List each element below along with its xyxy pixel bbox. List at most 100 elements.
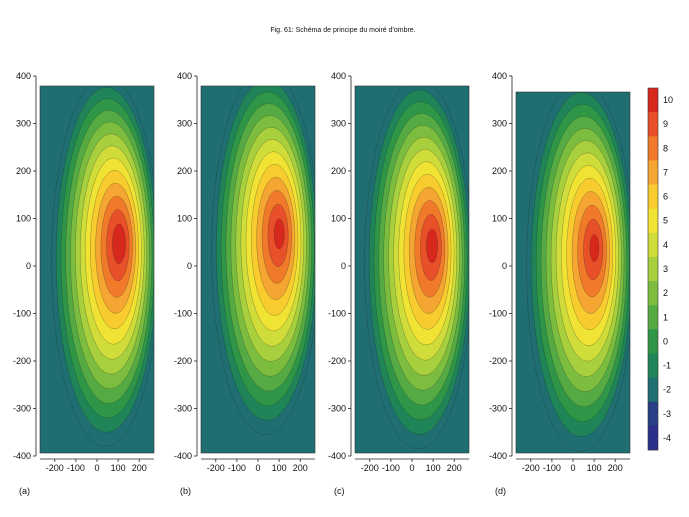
colorbar-tick-label: -1 xyxy=(663,361,671,371)
y-tick-label: -400 xyxy=(328,451,346,461)
colorbar-swatch xyxy=(648,256,658,282)
x-tick-label: -100 xyxy=(228,463,246,473)
colorbar-tick-label: 5 xyxy=(663,216,668,226)
y-tick-label: 300 xyxy=(177,119,192,129)
x-tick-label: -100 xyxy=(382,463,400,473)
y-tick-label: -100 xyxy=(13,309,31,319)
y-tick-label: 100 xyxy=(492,214,507,224)
colorbar-swatch xyxy=(648,281,658,306)
contour-level-10 xyxy=(112,223,126,264)
y-tick-label: 100 xyxy=(16,214,31,224)
x-tick-label: 100 xyxy=(272,463,287,473)
y-tick-label: -300 xyxy=(13,404,31,414)
colorbar-tick-label: -3 xyxy=(663,409,671,419)
colorbar-tick-label: 9 xyxy=(663,119,668,129)
x-tick-label: 100 xyxy=(111,463,126,473)
x-tick-label: 0 xyxy=(94,463,99,473)
colorbar-swatch xyxy=(648,377,658,403)
y-tick-label: -200 xyxy=(328,356,346,366)
y-tick-label: 0 xyxy=(502,261,507,271)
colorbar-tick-label: -2 xyxy=(663,385,671,395)
y-tick-label: -100 xyxy=(489,309,507,319)
x-tick-label: -100 xyxy=(67,463,85,473)
x-tick-label: 200 xyxy=(293,463,308,473)
colorbar-swatch xyxy=(648,136,658,161)
colorbar-frame xyxy=(647,87,659,451)
x-tick-label: 0 xyxy=(255,463,260,473)
colorbar-swatch xyxy=(648,305,658,330)
y-tick-label: -300 xyxy=(489,404,507,414)
y-tick-label: -100 xyxy=(328,309,346,319)
y-tick-label: -200 xyxy=(174,356,192,366)
colorbar-swatch xyxy=(648,329,658,354)
y-tick-label: 400 xyxy=(492,71,507,81)
colorbar-swatch xyxy=(648,232,658,258)
y-tick-label: -300 xyxy=(174,404,192,414)
panel-label: (a) xyxy=(19,486,30,496)
x-tick-label: -200 xyxy=(207,463,225,473)
colorbar-tick-label: 3 xyxy=(663,264,668,274)
x-tick-label: 0 xyxy=(570,463,575,473)
y-tick-label: -300 xyxy=(328,404,346,414)
colorbar-swatch xyxy=(648,353,658,378)
y-tick-label: 100 xyxy=(331,214,346,224)
y-tick-label: 100 xyxy=(177,214,192,224)
contour-level-10 xyxy=(426,228,438,264)
colorbar-tick-label: 8 xyxy=(663,143,668,153)
y-tick-label: 400 xyxy=(331,71,346,81)
colorbar-tick-label: -4 xyxy=(663,433,671,443)
colorbar-swatch xyxy=(648,425,658,451)
y-tick-label: 200 xyxy=(177,166,192,176)
y-tick-label: 400 xyxy=(16,71,31,81)
x-tick-label: 0 xyxy=(409,463,414,473)
panel-label: (c) xyxy=(334,486,345,496)
y-tick-label: 0 xyxy=(187,261,192,271)
x-tick-label: 200 xyxy=(447,463,462,473)
colorbar-swatch xyxy=(648,401,658,427)
colorbar-tick-label: 10 xyxy=(663,95,673,105)
x-tick-label: 100 xyxy=(426,463,441,473)
contour-level-10 xyxy=(273,218,285,250)
colorbar-tick-label: 2 xyxy=(663,288,668,298)
contour-level-10 xyxy=(589,234,600,262)
figure-caption: Fig. 61: Schéma de principe du moiré d'o… xyxy=(270,27,415,34)
colorbar-tick-label: 4 xyxy=(663,240,668,250)
y-tick-label: 0 xyxy=(341,261,346,271)
x-tick-label: -200 xyxy=(361,463,379,473)
y-tick-label: -400 xyxy=(489,451,507,461)
y-tick-label: -200 xyxy=(489,356,507,366)
colorbar-swatch xyxy=(648,160,658,185)
y-tick-label: 200 xyxy=(16,166,31,176)
y-tick-label: -100 xyxy=(174,309,192,319)
x-tick-label: 100 xyxy=(587,463,602,473)
colorbar-tick-label: 7 xyxy=(663,167,668,177)
y-tick-label: 0 xyxy=(26,261,31,271)
y-tick-label: -200 xyxy=(13,356,31,366)
colorbar-tick-label: 1 xyxy=(663,312,668,322)
y-tick-label: 200 xyxy=(492,166,507,176)
x-tick-label: -200 xyxy=(522,463,540,473)
colorbar-tick-label: 0 xyxy=(663,336,668,346)
colorbar-swatch xyxy=(648,184,658,209)
x-tick-label: 200 xyxy=(132,463,147,473)
x-tick-label: -100 xyxy=(543,463,561,473)
y-tick-label: -400 xyxy=(13,451,31,461)
y-tick-label: 300 xyxy=(16,119,31,129)
colorbar-tick-label: 6 xyxy=(663,192,668,202)
y-tick-label: -400 xyxy=(174,451,192,461)
x-tick-label: 200 xyxy=(608,463,623,473)
colorbar-swatch xyxy=(648,88,658,113)
panel-label: (d) xyxy=(495,486,506,496)
colorbar-swatch xyxy=(648,208,658,234)
y-tick-label: 300 xyxy=(492,119,507,129)
x-tick-label: -200 xyxy=(46,463,64,473)
panel-label: (b) xyxy=(180,486,191,496)
y-tick-label: 400 xyxy=(177,71,192,81)
